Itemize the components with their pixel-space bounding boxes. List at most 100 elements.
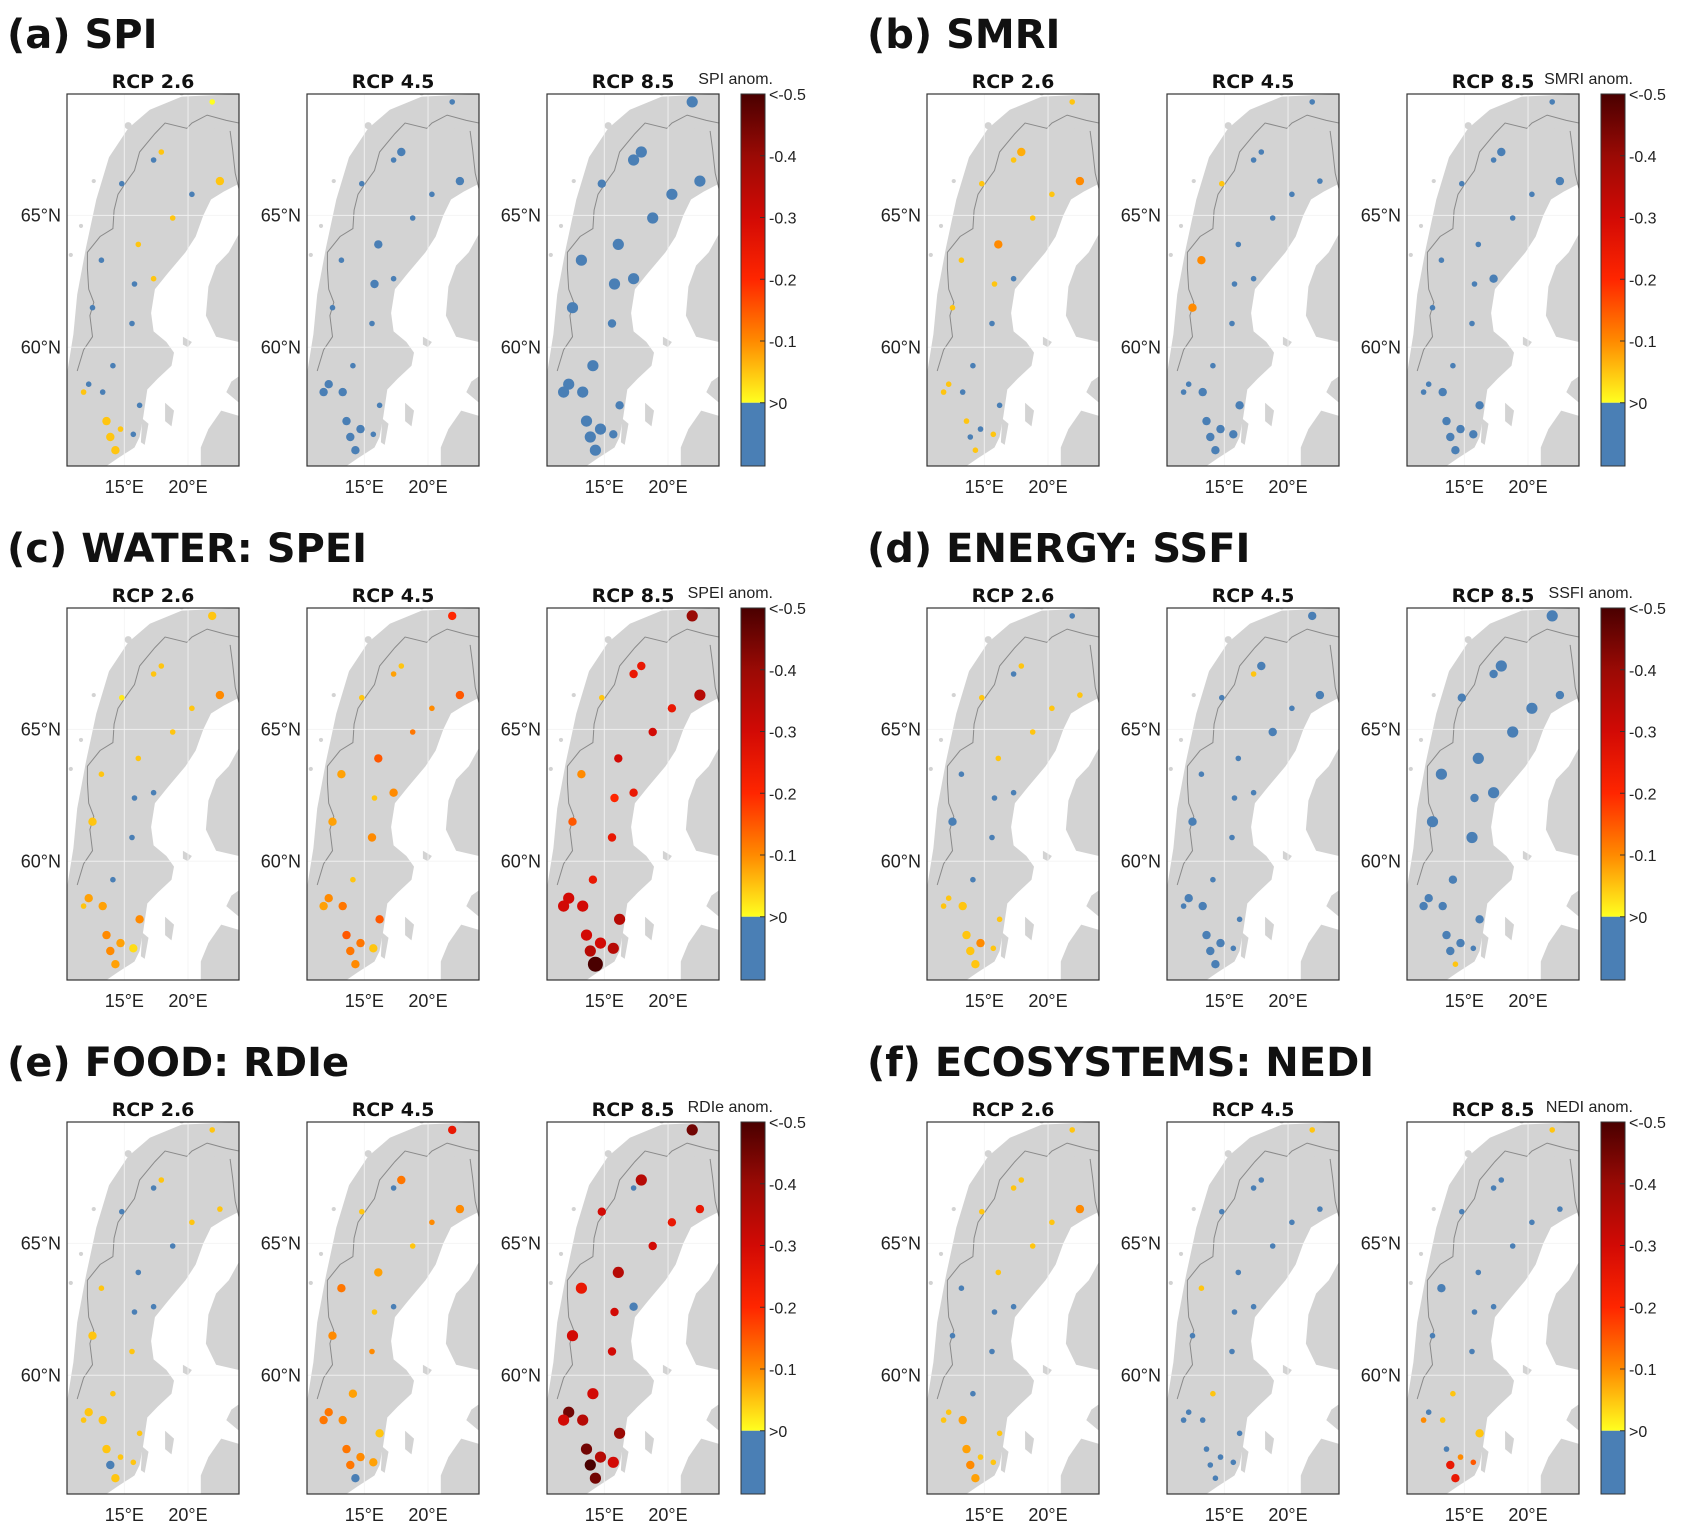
denmark-land [1407,924,1410,944]
colorbar-tick-label: -0.4 [769,1177,797,1194]
station-point [1457,1454,1464,1460]
island-land [1224,122,1232,130]
latvia-land [1540,410,1579,466]
denmark-land [67,1438,70,1458]
station-point [979,1208,985,1215]
station-point [1438,901,1447,911]
station-point [429,1219,435,1226]
estonia-land [1326,1404,1339,1431]
colorbar-tick-label: >0 [1629,910,1647,927]
x-tick-label: 15°E [585,477,624,497]
station-point [1219,694,1225,701]
island-land [364,122,372,130]
colorbar-tick-label: -0.2 [1629,272,1657,289]
station-point [1470,793,1479,803]
subplot: RCP 4.5 15°E 20°E 60°N 65°N [261,71,480,497]
station-point [966,1460,975,1470]
station-point [629,788,638,797]
y-tick-label: 60°N [1361,337,1401,357]
station-point [628,273,640,285]
station-point [1029,215,1036,221]
station-point [1229,834,1235,841]
island-land [984,636,992,644]
colorbar-label: NEDI anom. [1546,1099,1633,1116]
station-point [119,180,125,187]
aland-land [1282,1364,1292,1376]
estonia-land [466,376,479,403]
colorbar-tick-label: -0.1 [1629,1362,1657,1379]
station-point [610,1307,619,1317]
y-tick-label: 65°N [1361,719,1401,739]
station-point [1207,1462,1214,1468]
colorbar-tick-label: -0.1 [769,848,797,865]
colorbar: SPEI anom.<-0.5 -0.4 -0.3 -0.2 -0.1 >0 [688,585,806,981]
station-point [1269,215,1276,221]
station-point [958,1285,965,1291]
y-tick-label: 60°N [261,337,301,357]
oland-land [1480,418,1489,445]
station-point [1018,1177,1025,1183]
station-point [1289,705,1295,712]
axes-box [1406,607,1580,981]
zealand-land [1421,450,1434,466]
station-point [342,416,351,426]
station-point [1189,1332,1196,1339]
island-land [91,1206,96,1212]
colorbar-tick-label: -0.4 [1629,663,1657,680]
zealand-land [321,1478,334,1494]
latvia-land [200,1438,239,1494]
station-point [1202,416,1211,426]
oland-land [1240,418,1249,445]
station-point [135,241,142,248]
station-point [589,444,602,456]
y-tick-label: 60°N [881,1365,921,1385]
subplot: RCP 4.5 15°E 20°E 60°N 65°N [1121,585,1340,1011]
denmark-land [67,924,70,944]
subplot-title: RCP 8.5 [1452,1099,1535,1121]
station-point [1495,660,1507,672]
gotland-land [165,1430,174,1455]
station-point [1424,894,1433,903]
station-point [594,423,607,435]
finland-coast-land [685,1261,719,1370]
station-point [102,930,111,940]
finland-coast-land [205,1261,239,1370]
y-tick-label: 65°N [1361,205,1401,225]
aland-land [1522,850,1532,862]
station-point [367,833,377,842]
subplot: RCP 4.5 15°E 20°E 60°N 65°N [261,1099,480,1525]
station-point [106,432,115,442]
map-area [1167,1122,1339,1494]
station-point [1555,176,1565,186]
station-point [131,281,138,287]
station-point [215,176,225,186]
station-point [991,1309,998,1315]
gotland-land [1025,916,1034,941]
station-point [102,1444,111,1454]
finland-coast-land [685,747,719,856]
subplot-title: RCP 2.6 [112,71,195,93]
station-point [1457,693,1467,702]
gotland-land [405,1430,414,1455]
island-land [364,636,372,644]
station-point [1469,320,1475,327]
finland-land [1553,634,1579,653]
station-point [1448,875,1458,884]
station-point [131,795,138,801]
denmark-land [927,1438,930,1458]
station-point [1229,320,1235,327]
station-point [398,663,405,669]
island-land [124,122,132,130]
island-land [1168,252,1173,258]
axes-box [306,607,480,981]
station-point [966,946,975,956]
station-point [1198,1285,1205,1291]
island-land [1418,223,1424,229]
island-land [604,636,612,644]
station-point [594,1451,607,1463]
station-point [577,770,586,779]
station-point [209,1127,215,1133]
island-land [78,223,84,229]
country-border [709,130,719,190]
island-land [1431,178,1436,184]
